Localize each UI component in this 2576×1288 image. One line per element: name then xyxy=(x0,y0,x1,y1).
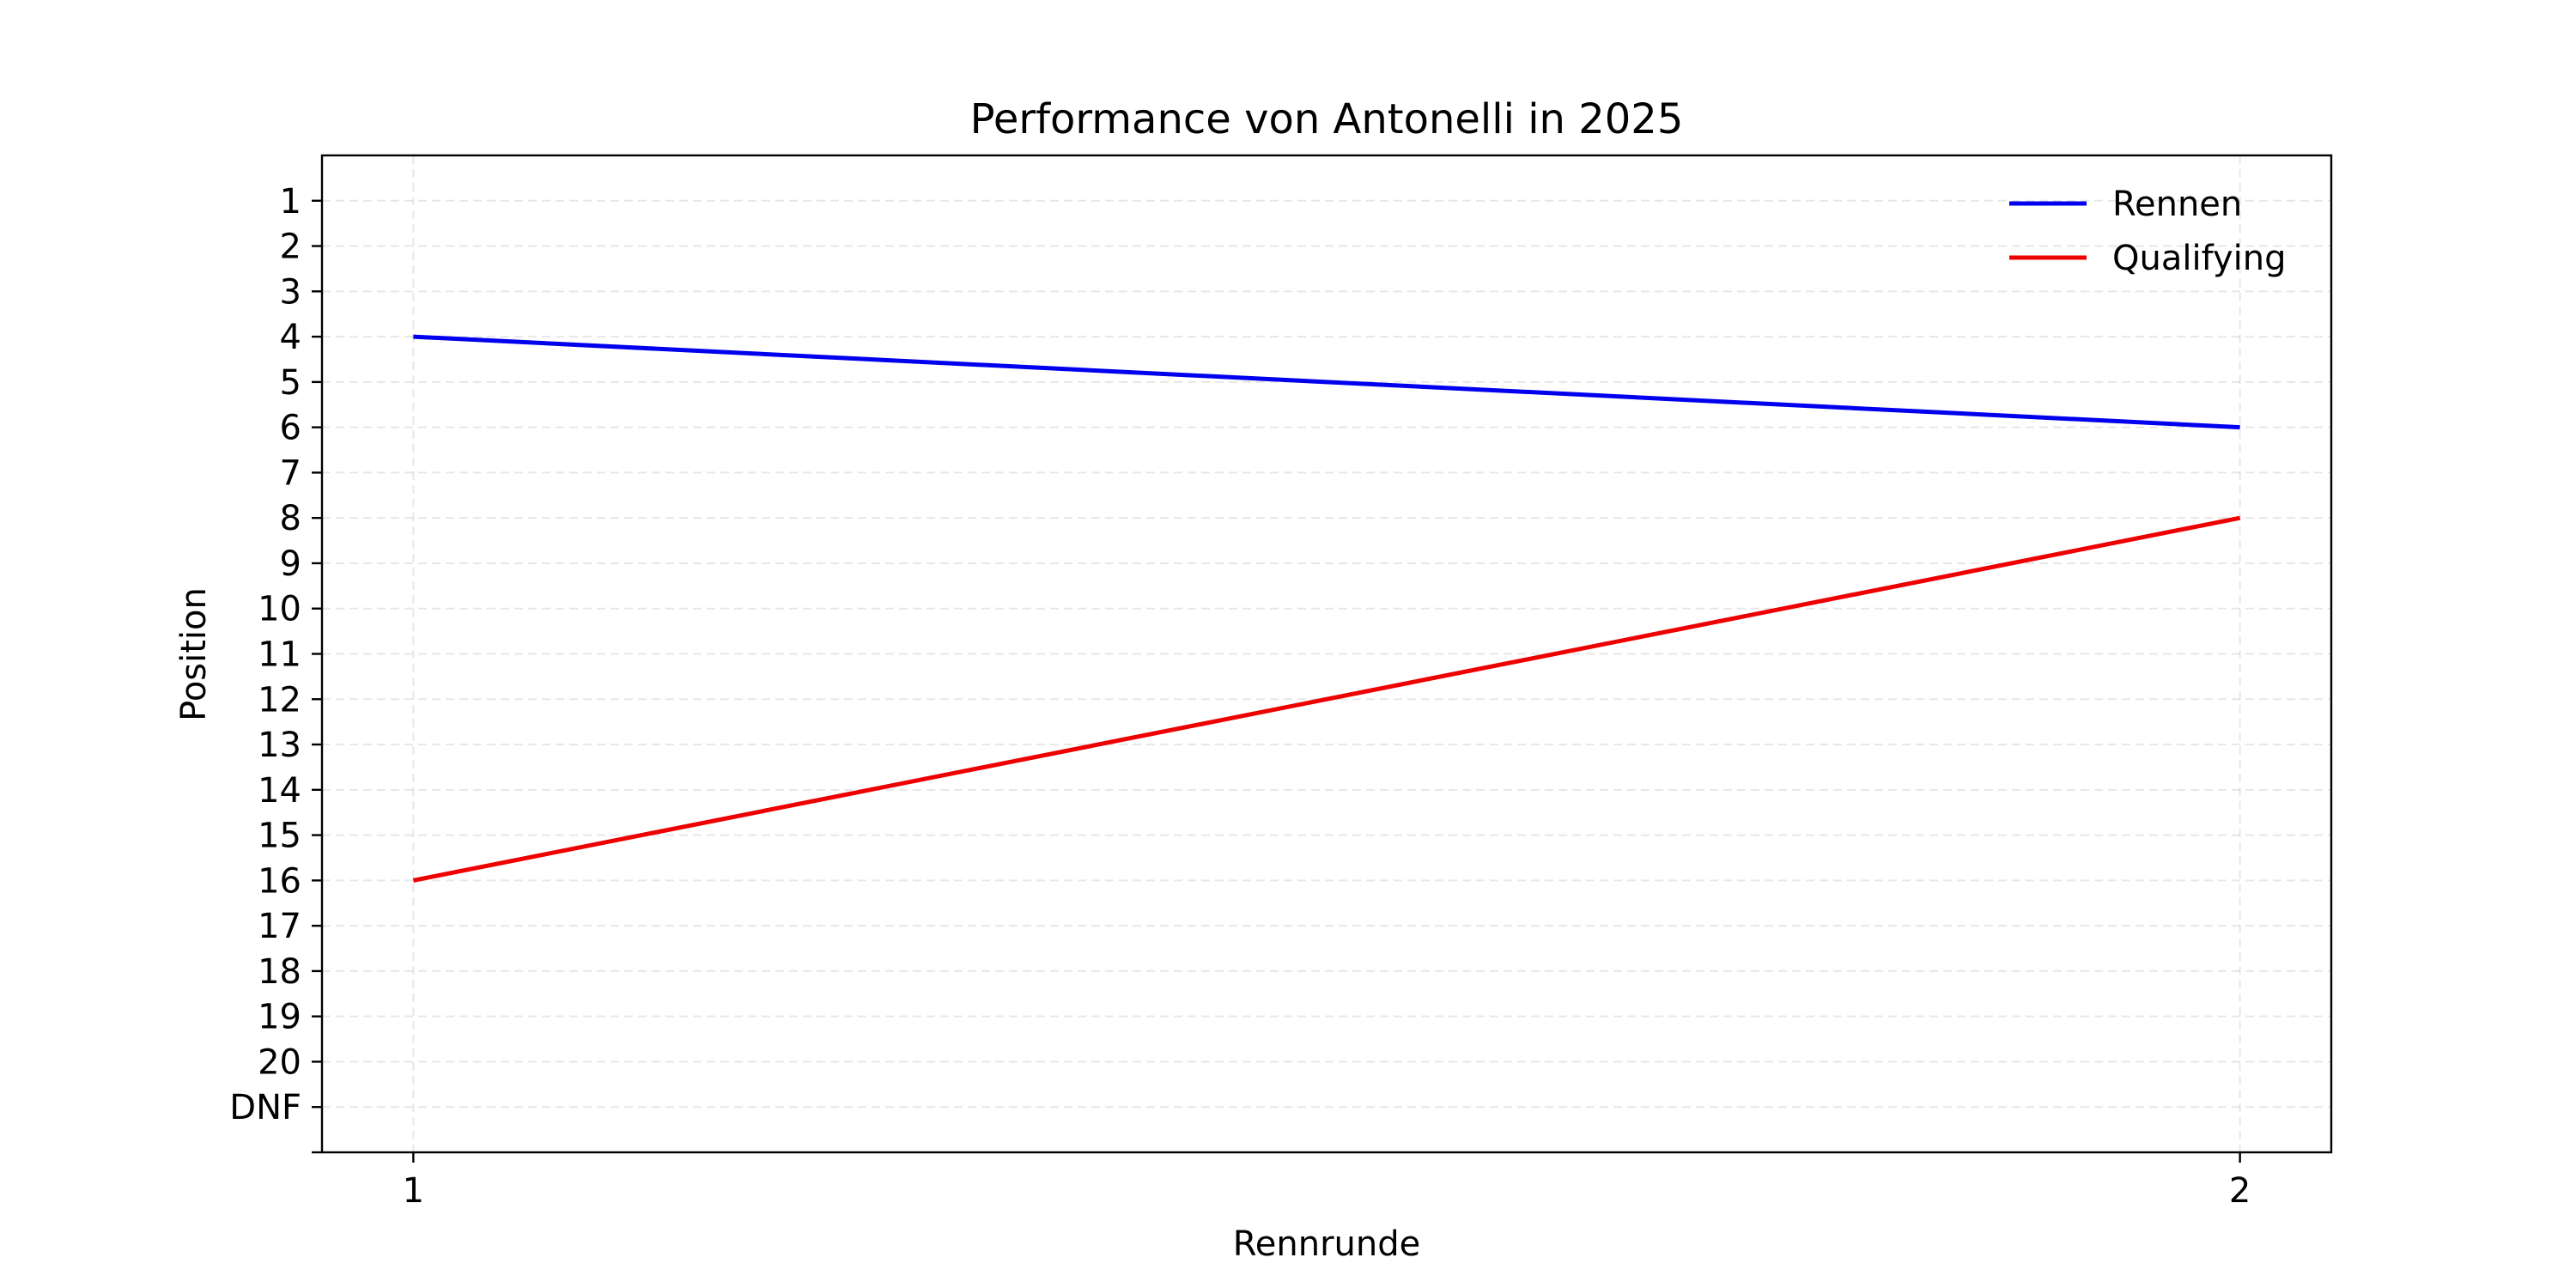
y-tick-label: 9 xyxy=(280,544,301,584)
y-tick-label: 20 xyxy=(258,1042,301,1082)
y-tick-label: 3 xyxy=(280,272,301,312)
y-tick-label: 17 xyxy=(258,907,301,946)
x-tick-label: 2 xyxy=(2229,1171,2251,1211)
legend: Rennen Qualifying xyxy=(2009,185,2286,278)
chart-title: Performance von Antonelli in 2025 xyxy=(970,95,1684,143)
y-tick-label: 18 xyxy=(258,952,301,992)
y-tick-label: 16 xyxy=(258,861,301,901)
series-line-qualifying xyxy=(412,515,2241,883)
y-tick-label: 2 xyxy=(280,228,301,267)
y-tick-label: 11 xyxy=(258,635,301,675)
legend-label: Qualifying xyxy=(2112,239,2286,278)
x-axis-label: Rennrunde xyxy=(1233,1224,1420,1264)
series-line-rennen xyxy=(413,334,2240,430)
y-tick-label: 8 xyxy=(280,499,301,538)
y-axis-label: Position xyxy=(174,587,214,721)
grid xyxy=(322,155,2331,1153)
y-tick-label: 10 xyxy=(258,590,301,629)
legend-label: Rennen xyxy=(2112,185,2242,224)
y-tick-label: DNF xyxy=(229,1088,301,1127)
y-tick-label: 15 xyxy=(258,817,301,856)
y-tick-label: 13 xyxy=(258,726,301,765)
x-tick-label: 1 xyxy=(403,1171,424,1211)
y-tick-label: 5 xyxy=(280,363,301,403)
y-tick-label: 4 xyxy=(280,318,301,357)
y-tick-label: 12 xyxy=(258,680,301,720)
y-tick-label: 7 xyxy=(280,453,301,493)
y-tick-label: 1 xyxy=(280,182,301,222)
y-tick-label: 14 xyxy=(258,771,301,811)
y-tick-label: 6 xyxy=(280,409,301,448)
series-lines xyxy=(412,334,2241,883)
y-tick-label: 19 xyxy=(258,998,301,1037)
